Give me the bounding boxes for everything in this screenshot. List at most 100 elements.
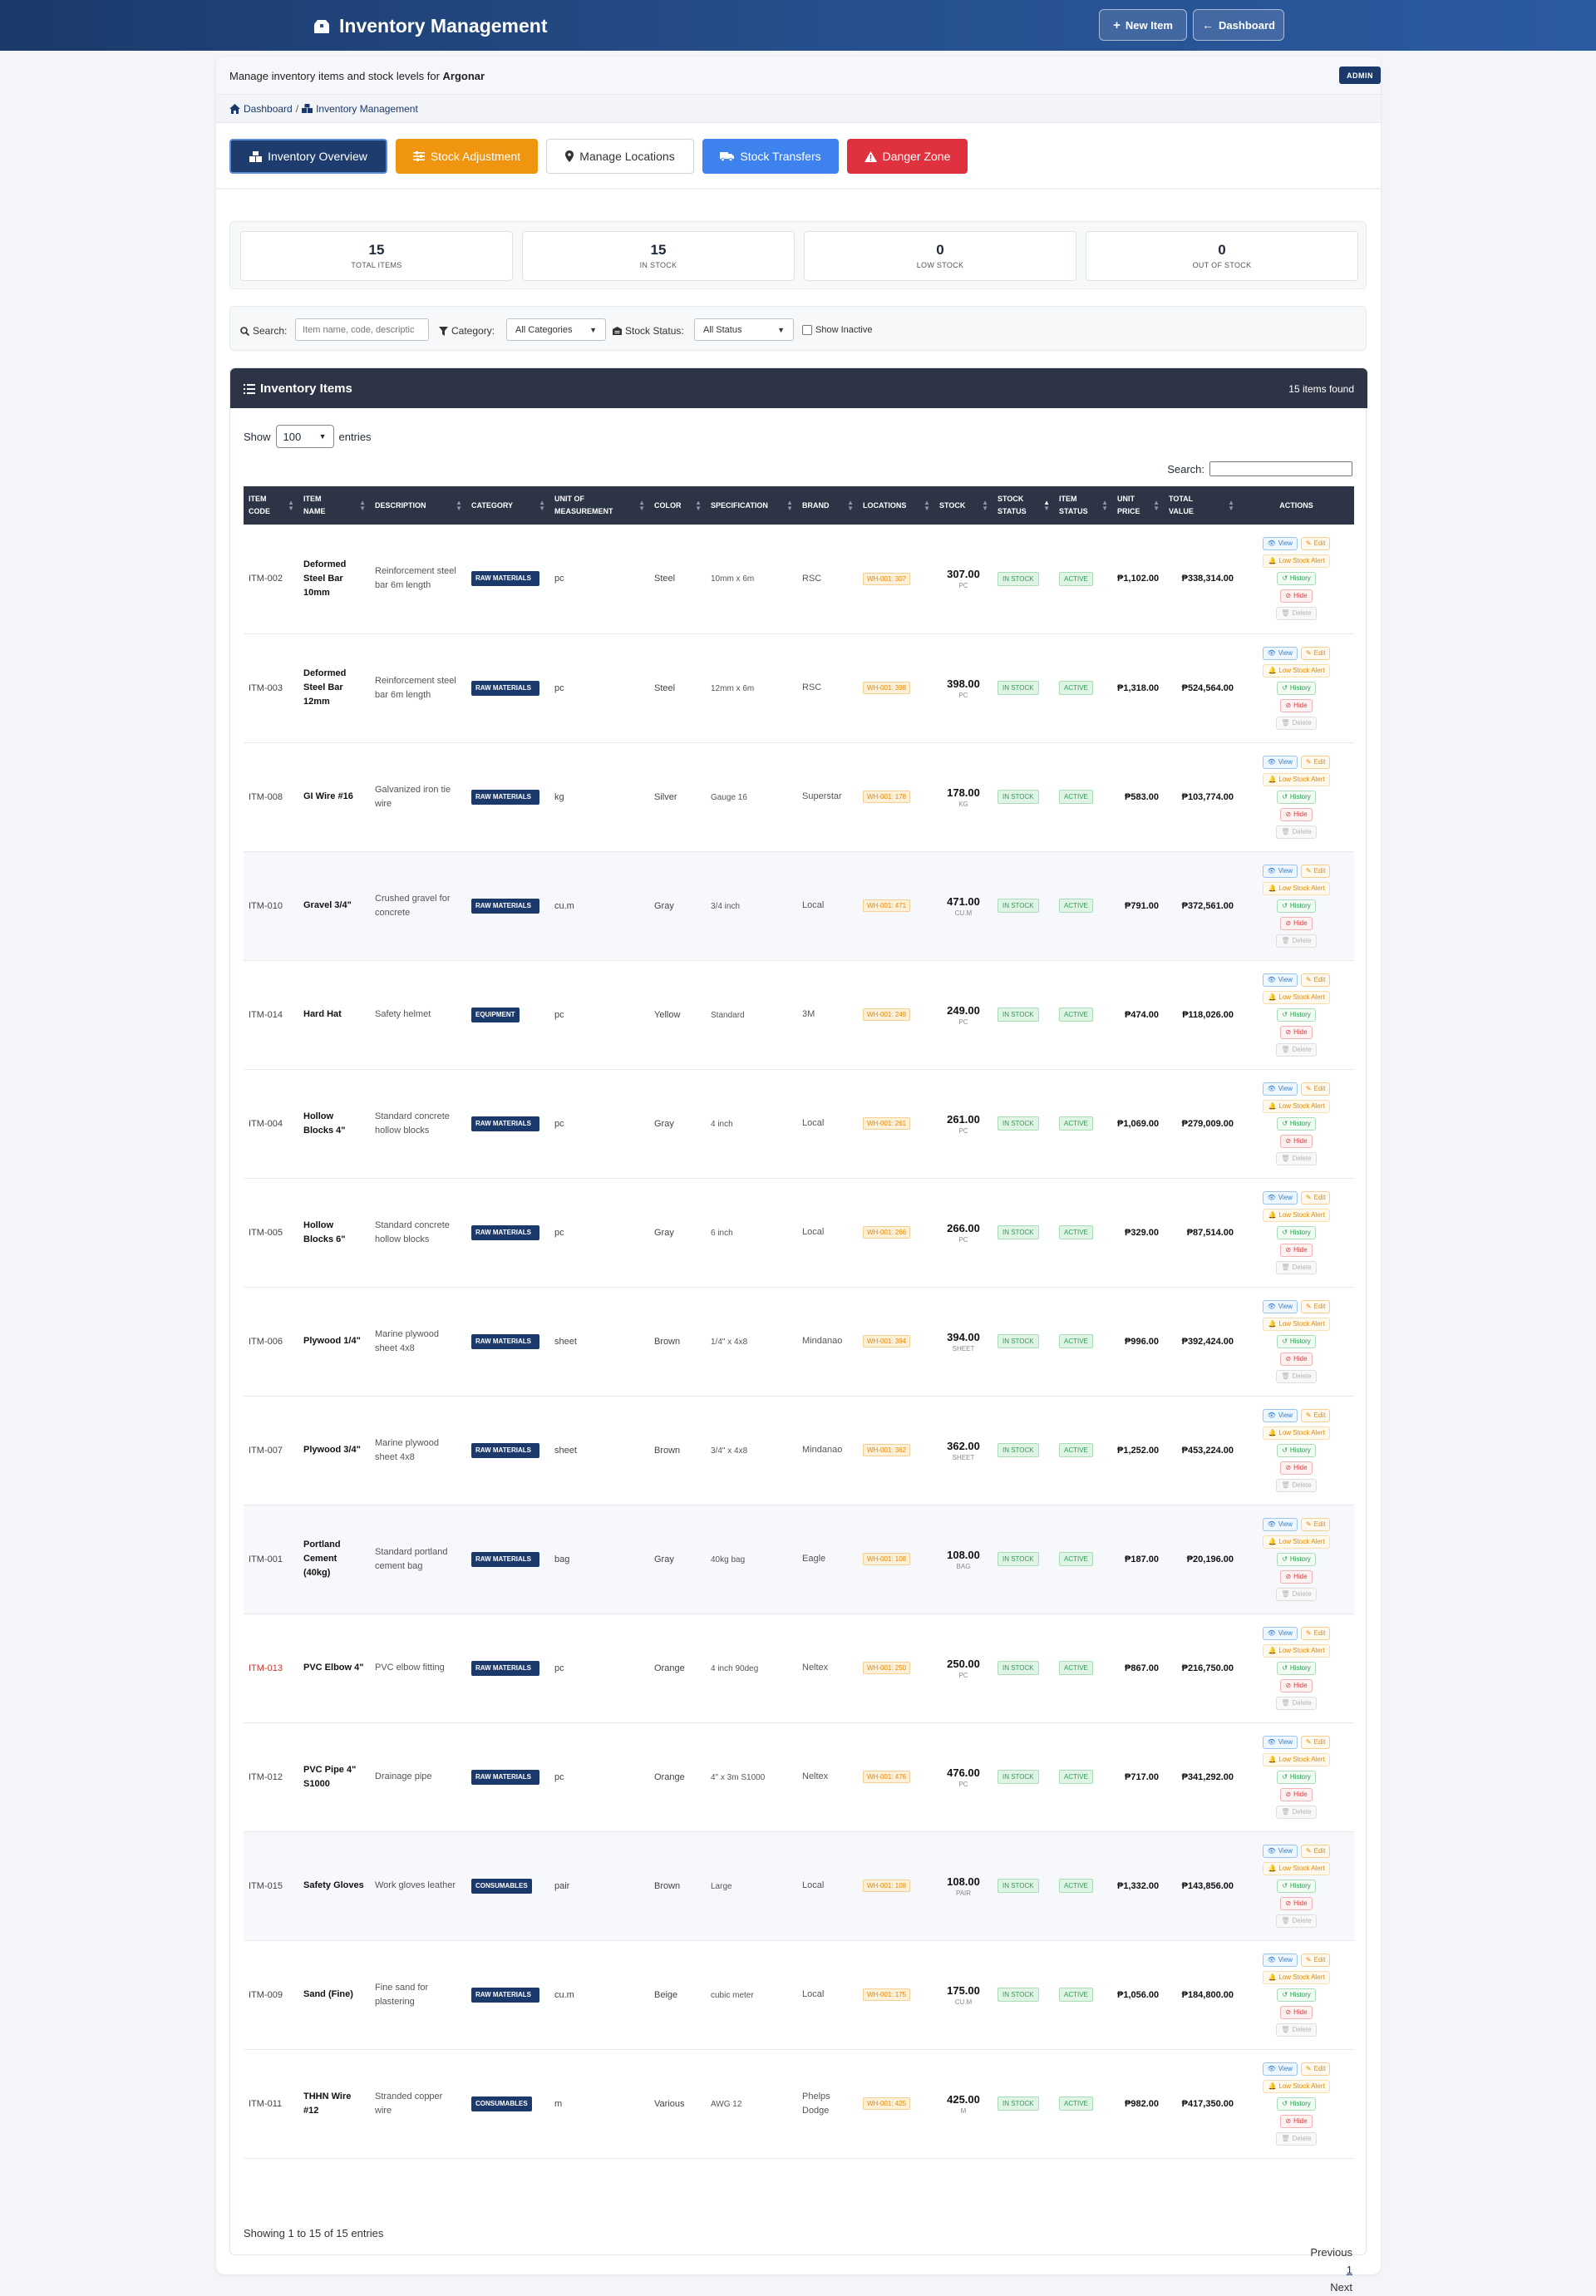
tab-stock-transfers[interactable]: Stock Transfers: [702, 139, 839, 174]
history-button[interactable]: ↺ History: [1277, 1552, 1316, 1566]
view-button[interactable]: 👁 View: [1262, 1626, 1298, 1640]
edit-button[interactable]: ✎ Edit: [1300, 1408, 1331, 1422]
delete-button[interactable]: 🗑 Delete: [1276, 934, 1317, 948]
column-header[interactable]: ITEM STATUS ▲ ▼: [1054, 486, 1112, 525]
edit-button[interactable]: ✎ Edit: [1300, 1081, 1331, 1096]
low-stock-alert-button[interactable]: 🔔 Low Stock Alert: [1263, 663, 1330, 677]
low-stock-alert-button[interactable]: 🔔 Low Stock Alert: [1263, 1317, 1330, 1331]
stock-status-select[interactable]: All Status ▼: [694, 318, 794, 341]
low-stock-alert-button[interactable]: 🔔 Low Stock Alert: [1263, 2079, 1330, 2093]
low-stock-alert-button[interactable]: 🔔 Low Stock Alert: [1263, 1970, 1330, 1984]
column-header[interactable]: ITEM CODE ▲ ▼: [244, 486, 298, 525]
low-stock-alert-button[interactable]: 🔔 Low Stock Alert: [1263, 1861, 1330, 1875]
low-stock-alert-button[interactable]: 🔔 Low Stock Alert: [1263, 1208, 1330, 1222]
view-button[interactable]: 👁 View: [1262, 1408, 1298, 1422]
hide-button[interactable]: ⊘ Hide: [1280, 1787, 1313, 1801]
view-button[interactable]: 👁 View: [1262, 973, 1298, 987]
hide-button[interactable]: ⊘ Hide: [1280, 807, 1313, 821]
view-button[interactable]: 👁 View: [1262, 1844, 1298, 1858]
hide-button[interactable]: ⊘ Hide: [1280, 1896, 1313, 1910]
delete-button[interactable]: 🗑 Delete: [1276, 1042, 1317, 1057]
history-button[interactable]: ↺ History: [1277, 1008, 1316, 1022]
edit-button[interactable]: ✎ Edit: [1300, 646, 1331, 660]
delete-button[interactable]: 🗑 Delete: [1276, 716, 1317, 730]
low-stock-alert-button[interactable]: 🔔 Low Stock Alert: [1263, 1099, 1330, 1113]
delete-button[interactable]: 🗑 Delete: [1276, 1478, 1317, 1492]
column-header[interactable]: STOCK STATUS ▲ ▼: [993, 486, 1054, 525]
view-button[interactable]: 👁 View: [1262, 537, 1298, 551]
table-search-input[interactable]: [1209, 461, 1352, 476]
hide-button[interactable]: ⊘ Hide: [1280, 589, 1313, 604]
low-stock-alert-button[interactable]: 🔔 Low Stock Alert: [1263, 881, 1330, 895]
delete-button[interactable]: 🗑 Delete: [1276, 1587, 1317, 1601]
previous-page-button[interactable]: Previous: [1310, 2246, 1352, 2259]
column-header[interactable]: STOCK ▲ ▼: [934, 486, 993, 525]
delete-button[interactable]: 🗑 Delete: [1276, 2131, 1317, 2146]
new-item-button[interactable]: + New Item: [1099, 9, 1187, 41]
low-stock-alert-button[interactable]: 🔔 Low Stock Alert: [1263, 1535, 1330, 1549]
tab-inventory-overview[interactable]: Inventory Overview: [229, 139, 387, 174]
dashboard-button[interactable]: ← Dashboard: [1193, 9, 1284, 41]
delete-button[interactable]: 🗑 Delete: [1276, 825, 1317, 839]
hide-button[interactable]: ⊘ Hide: [1280, 916, 1313, 930]
hide-button[interactable]: ⊘ Hide: [1280, 1243, 1313, 1257]
next-page-button[interactable]: Next: [1330, 2281, 1352, 2294]
hide-button[interactable]: ⊘ Hide: [1280, 698, 1313, 712]
low-stock-alert-button[interactable]: 🔔 Low Stock Alert: [1263, 554, 1330, 569]
column-header[interactable]: LOCATIONS ▲ ▼: [858, 486, 934, 525]
column-header[interactable]: UNIT PRICE ▲ ▼: [1112, 486, 1164, 525]
view-button[interactable]: 👁 View: [1262, 864, 1298, 878]
history-button[interactable]: ↺ History: [1277, 1661, 1316, 1675]
edit-button[interactable]: ✎ Edit: [1300, 2062, 1331, 2076]
edit-button[interactable]: ✎ Edit: [1300, 1953, 1331, 1967]
history-button[interactable]: ↺ History: [1277, 1225, 1316, 1239]
column-header[interactable]: CATEGORY ▲ ▼: [466, 486, 549, 525]
edit-button[interactable]: ✎ Edit: [1300, 537, 1331, 551]
history-button[interactable]: ↺ History: [1277, 2096, 1316, 2111]
column-header[interactable]: COLOR ▲ ▼: [649, 486, 706, 525]
hide-button[interactable]: ⊘ Hide: [1280, 1352, 1313, 1366]
delete-button[interactable]: 🗑 Delete: [1276, 1369, 1317, 1383]
delete-button[interactable]: 🗑 Delete: [1276, 1260, 1317, 1274]
view-button[interactable]: 👁 View: [1262, 755, 1298, 769]
edit-button[interactable]: ✎ Edit: [1300, 973, 1331, 987]
show-inactive-toggle[interactable]: Show Inactive: [802, 325, 872, 335]
view-button[interactable]: 👁 View: [1262, 2062, 1298, 2076]
edit-button[interactable]: ✎ Edit: [1300, 1517, 1331, 1531]
low-stock-alert-button[interactable]: 🔔 Low Stock Alert: [1263, 1426, 1330, 1440]
breadcrumb-home[interactable]: Dashboard: [244, 102, 293, 115]
view-button[interactable]: 👁 View: [1262, 646, 1298, 660]
history-button[interactable]: ↺ History: [1277, 1988, 1316, 2002]
column-header[interactable]: SPECIFICATION ▲ ▼: [706, 486, 797, 525]
edit-button[interactable]: ✎ Edit: [1300, 1735, 1331, 1749]
history-button[interactable]: ↺ History: [1277, 1443, 1316, 1457]
history-button[interactable]: ↺ History: [1277, 681, 1316, 695]
delete-button[interactable]: 🗑 Delete: [1276, 1696, 1317, 1710]
column-header[interactable]: TOTAL VALUE ▲ ▼: [1164, 486, 1239, 525]
history-button[interactable]: ↺ History: [1277, 1334, 1316, 1348]
hide-button[interactable]: ⊘ Hide: [1280, 2005, 1313, 2019]
view-button[interactable]: 👁 View: [1262, 1299, 1298, 1313]
hide-button[interactable]: ⊘ Hide: [1280, 1678, 1313, 1692]
column-header[interactable]: BRAND ▲ ▼: [797, 486, 858, 525]
page-1-button[interactable]: 1: [1346, 2264, 1352, 2276]
edit-button[interactable]: ✎ Edit: [1300, 1844, 1331, 1858]
show-inactive-checkbox[interactable]: [802, 325, 812, 335]
delete-button[interactable]: 🗑 Delete: [1276, 2023, 1317, 2037]
tab-danger-zone[interactable]: Danger Zone: [847, 139, 968, 174]
hide-button[interactable]: ⊘ Hide: [1280, 1134, 1313, 1148]
delete-button[interactable]: 🗑 Delete: [1276, 607, 1317, 621]
history-button[interactable]: ↺ History: [1277, 572, 1316, 586]
hide-button[interactable]: ⊘ Hide: [1280, 1569, 1313, 1584]
edit-button[interactable]: ✎ Edit: [1300, 864, 1331, 878]
tab-manage-locations[interactable]: Manage Locations: [546, 139, 694, 174]
delete-button[interactable]: 🗑 Delete: [1276, 1151, 1317, 1165]
edit-button[interactable]: ✎ Edit: [1300, 1626, 1331, 1640]
tab-stock-adjustment[interactable]: Stock Adjustment: [396, 139, 538, 174]
delete-button[interactable]: 🗑 Delete: [1276, 1914, 1317, 1928]
hide-button[interactable]: ⊘ Hide: [1280, 1461, 1313, 1475]
history-button[interactable]: ↺ History: [1277, 1116, 1316, 1131]
low-stock-alert-button[interactable]: 🔔 Low Stock Alert: [1263, 1752, 1330, 1766]
history-button[interactable]: ↺ History: [1277, 1879, 1316, 1893]
search-input[interactable]: Item name, code, descriptic: [295, 318, 429, 341]
